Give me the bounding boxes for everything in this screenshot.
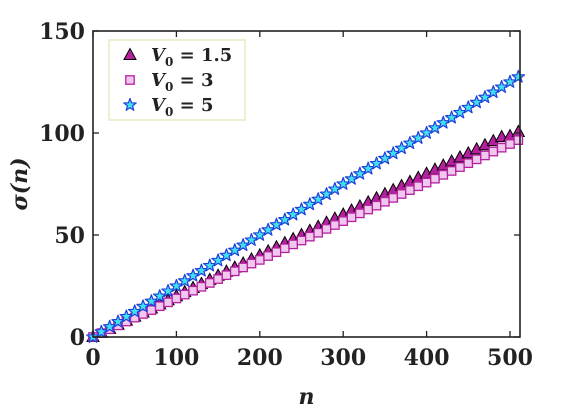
data-point [480, 150, 490, 161]
data-point [355, 208, 365, 219]
data-point [221, 270, 232, 281]
legend-label-value: = 3 [173, 70, 213, 91]
x-tick-label: 0 [85, 345, 100, 371]
series-2 [88, 135, 524, 342]
data-point [313, 227, 324, 238]
data-point [246, 258, 257, 269]
legend-label-value: = 5 [173, 95, 213, 116]
legend-label-sub: 0 [165, 80, 173, 94]
plot-area [86, 69, 526, 343]
legend-label-sub: 0 [165, 105, 173, 119]
data-point [463, 158, 474, 169]
data-point [296, 235, 307, 246]
legend: V0 = 1.5V0 = 3V0 = 5 [108, 39, 246, 121]
x-tick-label: 500 [487, 345, 533, 371]
data-point [430, 173, 440, 184]
data-point [171, 293, 182, 304]
data-point [455, 162, 465, 172]
data-point [413, 181, 424, 192]
legend-label-value: = 1.5 [173, 45, 232, 66]
legend-label: V0 = 1.5 [151, 45, 232, 69]
data-point [304, 231, 315, 242]
legend-marker [123, 97, 137, 111]
data-point [446, 166, 457, 176]
data-point [179, 289, 190, 300]
data-point [513, 135, 524, 145]
data-point [238, 262, 248, 273]
x-axis-label: n [299, 384, 315, 410]
y-tick-label: 0 [70, 325, 85, 351]
legend-marker [125, 75, 135, 85]
data-point [146, 305, 157, 315]
data-point [204, 278, 215, 288]
data-point [405, 185, 415, 195]
data-point [229, 266, 240, 277]
data-point [371, 200, 382, 211]
legend-marker [123, 47, 137, 60]
x-tick-label: 100 [153, 345, 199, 371]
data-point [330, 220, 340, 230]
data-point [388, 193, 399, 203]
axes-frame [92, 30, 521, 338]
x-tick-label: 300 [320, 345, 366, 371]
legend-label: V0 = 3 [151, 70, 213, 94]
data-point [254, 255, 265, 265]
data-point [421, 177, 432, 188]
data-point [346, 212, 357, 223]
data-point [396, 189, 407, 199]
legend-label-base: V [151, 70, 167, 91]
data-point [188, 285, 198, 296]
data-point [271, 247, 282, 257]
legend-label-sub: 0 [165, 55, 173, 69]
data-point [163, 297, 173, 308]
data-point [154, 301, 165, 312]
data-point [471, 154, 482, 165]
data-point [511, 69, 526, 83]
data-point [496, 142, 507, 153]
data-point [338, 216, 349, 226]
y-tick-label: 150 [39, 19, 85, 45]
data-point [213, 274, 223, 284]
y-tick-label: 100 [39, 121, 85, 147]
data-point [321, 224, 332, 234]
data-point [380, 196, 390, 207]
y-axis-label: σ(n) [7, 157, 33, 210]
legend-label: V0 = 5 [151, 95, 213, 119]
series-3 [86, 69, 526, 343]
data-point [263, 251, 273, 261]
y-tick-label: 50 [54, 223, 85, 249]
x-tick-label: 200 [237, 345, 283, 371]
axes: 0 100 200 300 400 500 0 50 100 150 n σ(n) [7, 19, 533, 410]
x-tick-label: 400 [404, 345, 450, 371]
data-point [288, 239, 299, 250]
data-point [363, 204, 374, 215]
data-point [279, 243, 290, 254]
data-point [438, 169, 449, 180]
data-point [505, 139, 515, 149]
legend-label-base: V [151, 45, 167, 66]
data-point [196, 281, 207, 292]
legend-label-base: V [151, 95, 167, 116]
data-point [488, 146, 499, 157]
